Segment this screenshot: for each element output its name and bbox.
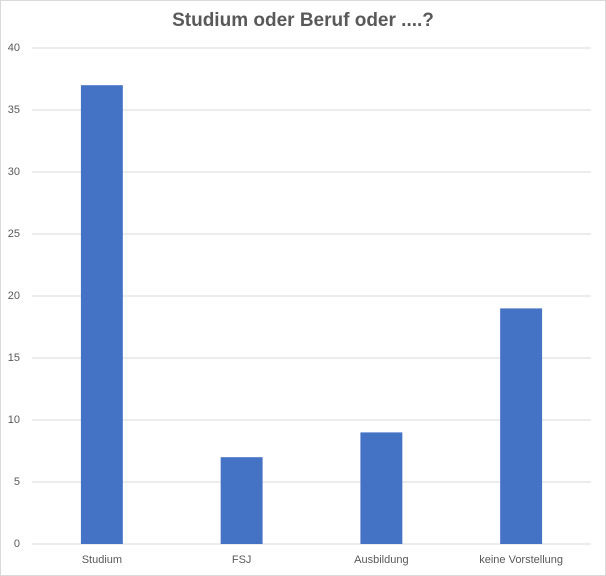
y-tick-label: 5: [14, 476, 20, 488]
y-tick-label: 25: [8, 228, 20, 240]
x-tick-label: Ausbildung: [354, 554, 408, 566]
y-tick-label: 30: [8, 166, 20, 178]
bar: [360, 432, 403, 544]
y-tick-label: 35: [8, 104, 20, 116]
y-tick-label: 10: [8, 414, 20, 426]
chart-title: Studium oder Beruf oder ....?: [172, 10, 434, 31]
x-tick-label: keine Vorstellung: [479, 554, 563, 566]
x-tick-label: Studium: [82, 554, 122, 566]
x-tick-label: FSJ: [232, 554, 252, 566]
bar: [500, 308, 543, 544]
bar: [220, 457, 263, 544]
y-tick-label: 0: [14, 538, 20, 550]
y-tick-label: 20: [8, 290, 20, 302]
bar: [80, 85, 123, 544]
y-tick-label: 40: [8, 42, 20, 54]
y-tick-label: 15: [8, 352, 20, 364]
